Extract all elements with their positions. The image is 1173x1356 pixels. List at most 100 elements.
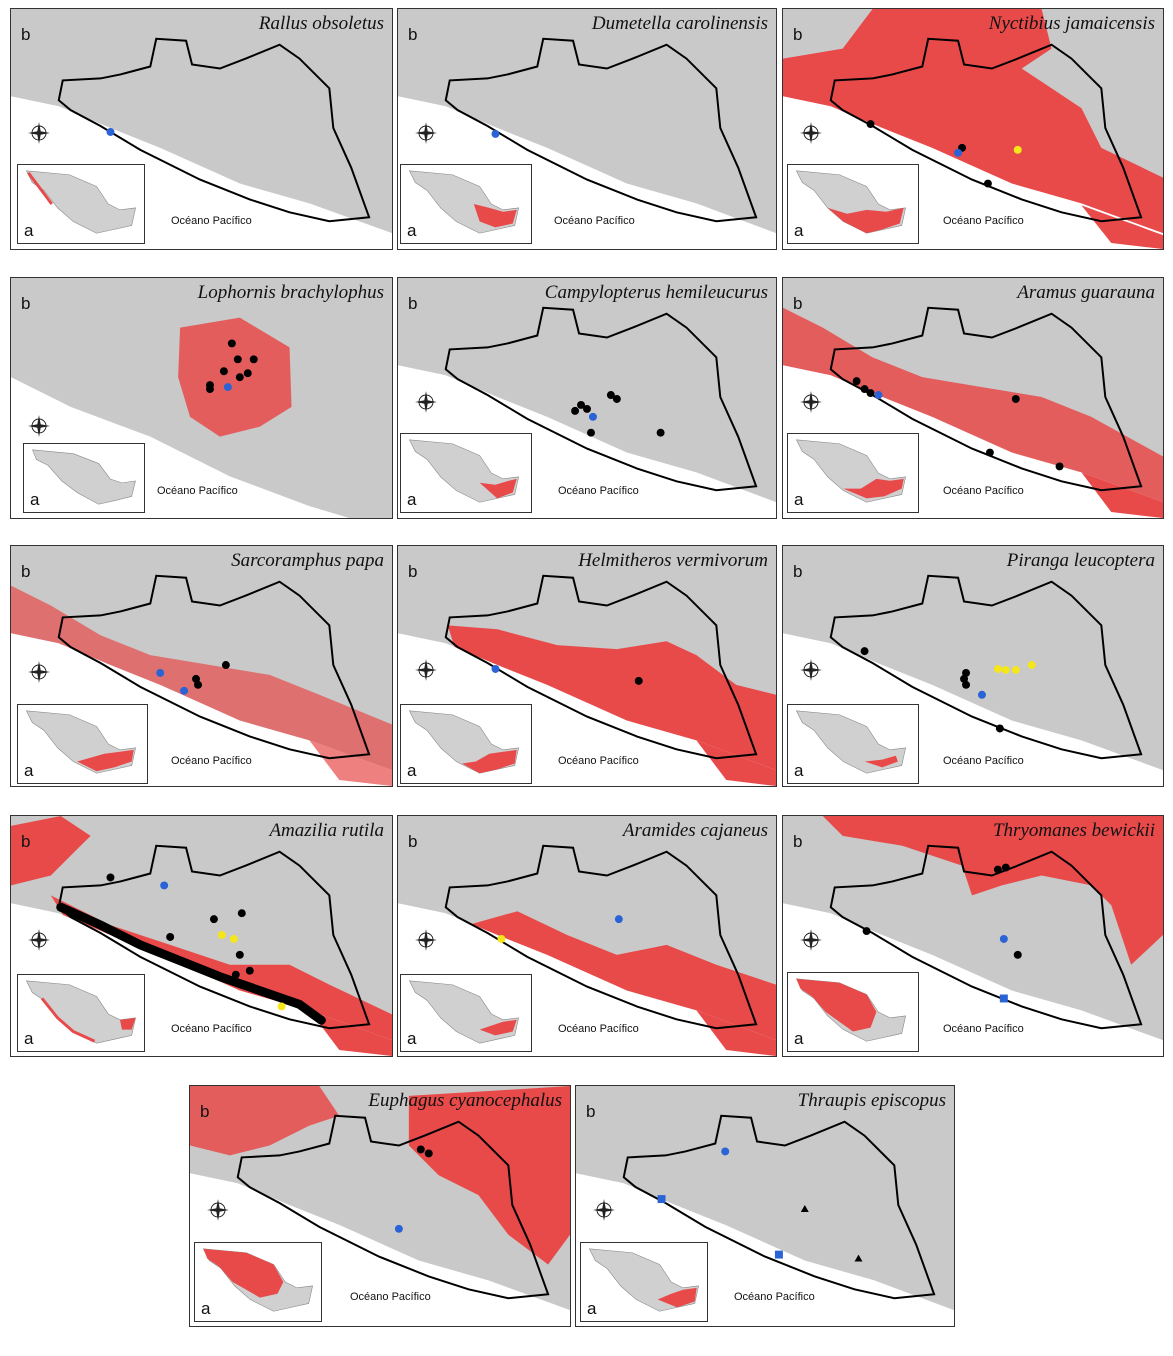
map-panel: Nyctibius jamaicensis b a Océano Pacífic…	[782, 8, 1164, 250]
mexico-outline	[25, 980, 136, 1044]
mexico-outline	[408, 170, 520, 234]
ocean-label: Océano Pacífico	[350, 1291, 431, 1303]
ocean-label: Océano Pacífico	[558, 485, 639, 497]
mexico-inset-map: a	[17, 974, 145, 1052]
north-arrow-icon	[800, 929, 822, 951]
mexico-outline	[408, 439, 520, 503]
ocean-label: Océano Pacífico	[734, 1291, 815, 1303]
inset-label-a: a	[30, 490, 40, 509]
map-label-b: b	[408, 294, 418, 313]
mexico-inset-map: a	[400, 164, 532, 244]
map-panel: Sarcoramphus papa b a Océano Pacífico	[10, 545, 393, 787]
inset-label-a: a	[407, 490, 417, 509]
map-panel: Thraupis episcopus b a Océano Pacífico	[575, 1085, 955, 1327]
north-arrow-icon	[415, 929, 437, 951]
mexico-outline	[408, 980, 519, 1044]
north-arrow-icon	[207, 1199, 229, 1221]
map-label-b: b	[586, 1102, 596, 1121]
mexico-outline	[795, 978, 907, 1042]
mexico-outline	[795, 170, 907, 234]
inset-label-a: a	[201, 1299, 211, 1318]
mexico-outline	[795, 710, 907, 774]
mexico-inset-map: a	[17, 164, 145, 244]
north-arrow-icon	[415, 122, 437, 144]
map-label-b: b	[21, 25, 31, 44]
mexico-inset-map: a	[400, 433, 532, 513]
ocean-label: Océano Pacífico	[558, 1023, 639, 1035]
species-name: Rallus obsoletus	[258, 13, 384, 34]
map-label-b: b	[408, 25, 418, 44]
species-name: Euphagus cyanocephalus	[368, 1090, 562, 1111]
mexico-inset-map: a	[194, 1242, 322, 1322]
north-arrow-icon	[28, 661, 50, 683]
mexico-inset-map: a	[787, 164, 919, 244]
mexico-outline	[25, 710, 137, 774]
ocean-label: Océano Pacífico	[943, 1023, 1024, 1035]
north-arrow-icon	[415, 391, 437, 413]
mexico-outline	[408, 710, 520, 774]
ocean-label: Océano Pacífico	[943, 485, 1024, 497]
map-panel: Piranga leucoptera b a Océano Pacífico	[782, 545, 1164, 787]
mexico-inset-map: a	[787, 972, 919, 1052]
species-name: Sarcoramphus papa	[231, 550, 384, 571]
north-arrow-icon	[800, 122, 822, 144]
north-arrow-icon	[28, 415, 50, 437]
species-name: Helmitheros vermivorum	[578, 550, 768, 571]
map-panel: Aramus guarauna b a Océano Pacífico	[782, 277, 1164, 519]
ocean-label: Océano Pacífico	[157, 485, 238, 497]
inset-label-a: a	[24, 221, 34, 240]
map-label-b: b	[408, 562, 418, 581]
map-panel: Helmitheros vermivorum b a Océano Pacífi…	[397, 545, 777, 787]
species-name: Piranga leucoptera	[1006, 550, 1155, 571]
mexico-outline	[25, 170, 136, 234]
species-name: Thraupis episcopus	[797, 1090, 946, 1111]
map-label-b: b	[793, 294, 803, 313]
ocean-label: Océano Pacífico	[171, 755, 252, 767]
species-name: Campylopterus hemileucurus	[544, 282, 768, 303]
inset-label-a: a	[794, 221, 804, 240]
north-arrow-icon	[800, 659, 822, 681]
map-label-b: b	[21, 562, 31, 581]
mexico-outline	[588, 1248, 699, 1312]
map-panel: Lophornis brachylophus b a Océano Pacífi…	[10, 277, 393, 519]
inset-label-a: a	[407, 761, 417, 780]
species-name: Aramides cajaneus	[622, 820, 768, 841]
species-name: Lophornis brachylophus	[197, 282, 384, 303]
ocean-label: Océano Pacífico	[171, 1023, 252, 1035]
inset-label-a: a	[587, 1299, 597, 1318]
inset-label-a: a	[24, 761, 34, 780]
inset-label-a: a	[794, 761, 804, 780]
mexico-inset-map: a	[400, 704, 532, 784]
ocean-label: Océano Pacífico	[558, 755, 639, 767]
species-name: Amazilia rutila	[269, 820, 384, 841]
mexico-outline	[795, 439, 907, 503]
map-panel: Amazilia rutila b a Océano Pacífico	[10, 815, 393, 1057]
inset-label-a: a	[407, 1029, 417, 1048]
north-arrow-icon	[28, 122, 50, 144]
map-label-b: b	[793, 25, 803, 44]
map-panel: Dumetella carolinensis b a Océano Pacífi…	[397, 8, 777, 250]
map-panel: Thryomanes bewickii b a Océano Pacífico	[782, 815, 1164, 1057]
ocean-label: Océano Pacífico	[943, 215, 1024, 227]
species-name: Aramus guarauna	[1017, 282, 1155, 303]
mexico-inset-map: a	[400, 974, 532, 1052]
inset-label-a: a	[794, 490, 804, 509]
north-arrow-icon	[415, 659, 437, 681]
map-label-b: b	[408, 832, 418, 851]
ocean-label: Océano Pacífico	[943, 755, 1024, 767]
mexico-inset-map: a	[787, 433, 919, 513]
ocean-label: Océano Pacífico	[554, 215, 635, 227]
mexico-inset-map: a	[580, 1242, 708, 1322]
ocean-label: Océano Pacífico	[171, 215, 252, 227]
north-arrow-icon	[28, 929, 50, 951]
inset-label-a: a	[794, 1029, 804, 1048]
map-panel: Campylopterus hemileucurus b a Océano Pa…	[397, 277, 777, 519]
mexico-inset-map: a	[787, 704, 919, 784]
inset-label-a: a	[407, 221, 417, 240]
map-panel: Euphagus cyanocephalus b a Océano Pacífi…	[189, 1085, 571, 1327]
mexico-outline	[202, 1248, 313, 1312]
map-label-b: b	[21, 832, 31, 851]
map-panel: Aramides cajaneus b a Océano Pacífico	[397, 815, 777, 1057]
map-panel: Rallus obsoletus b a Océano Pacífico	[10, 8, 393, 250]
map-label-b: b	[793, 562, 803, 581]
